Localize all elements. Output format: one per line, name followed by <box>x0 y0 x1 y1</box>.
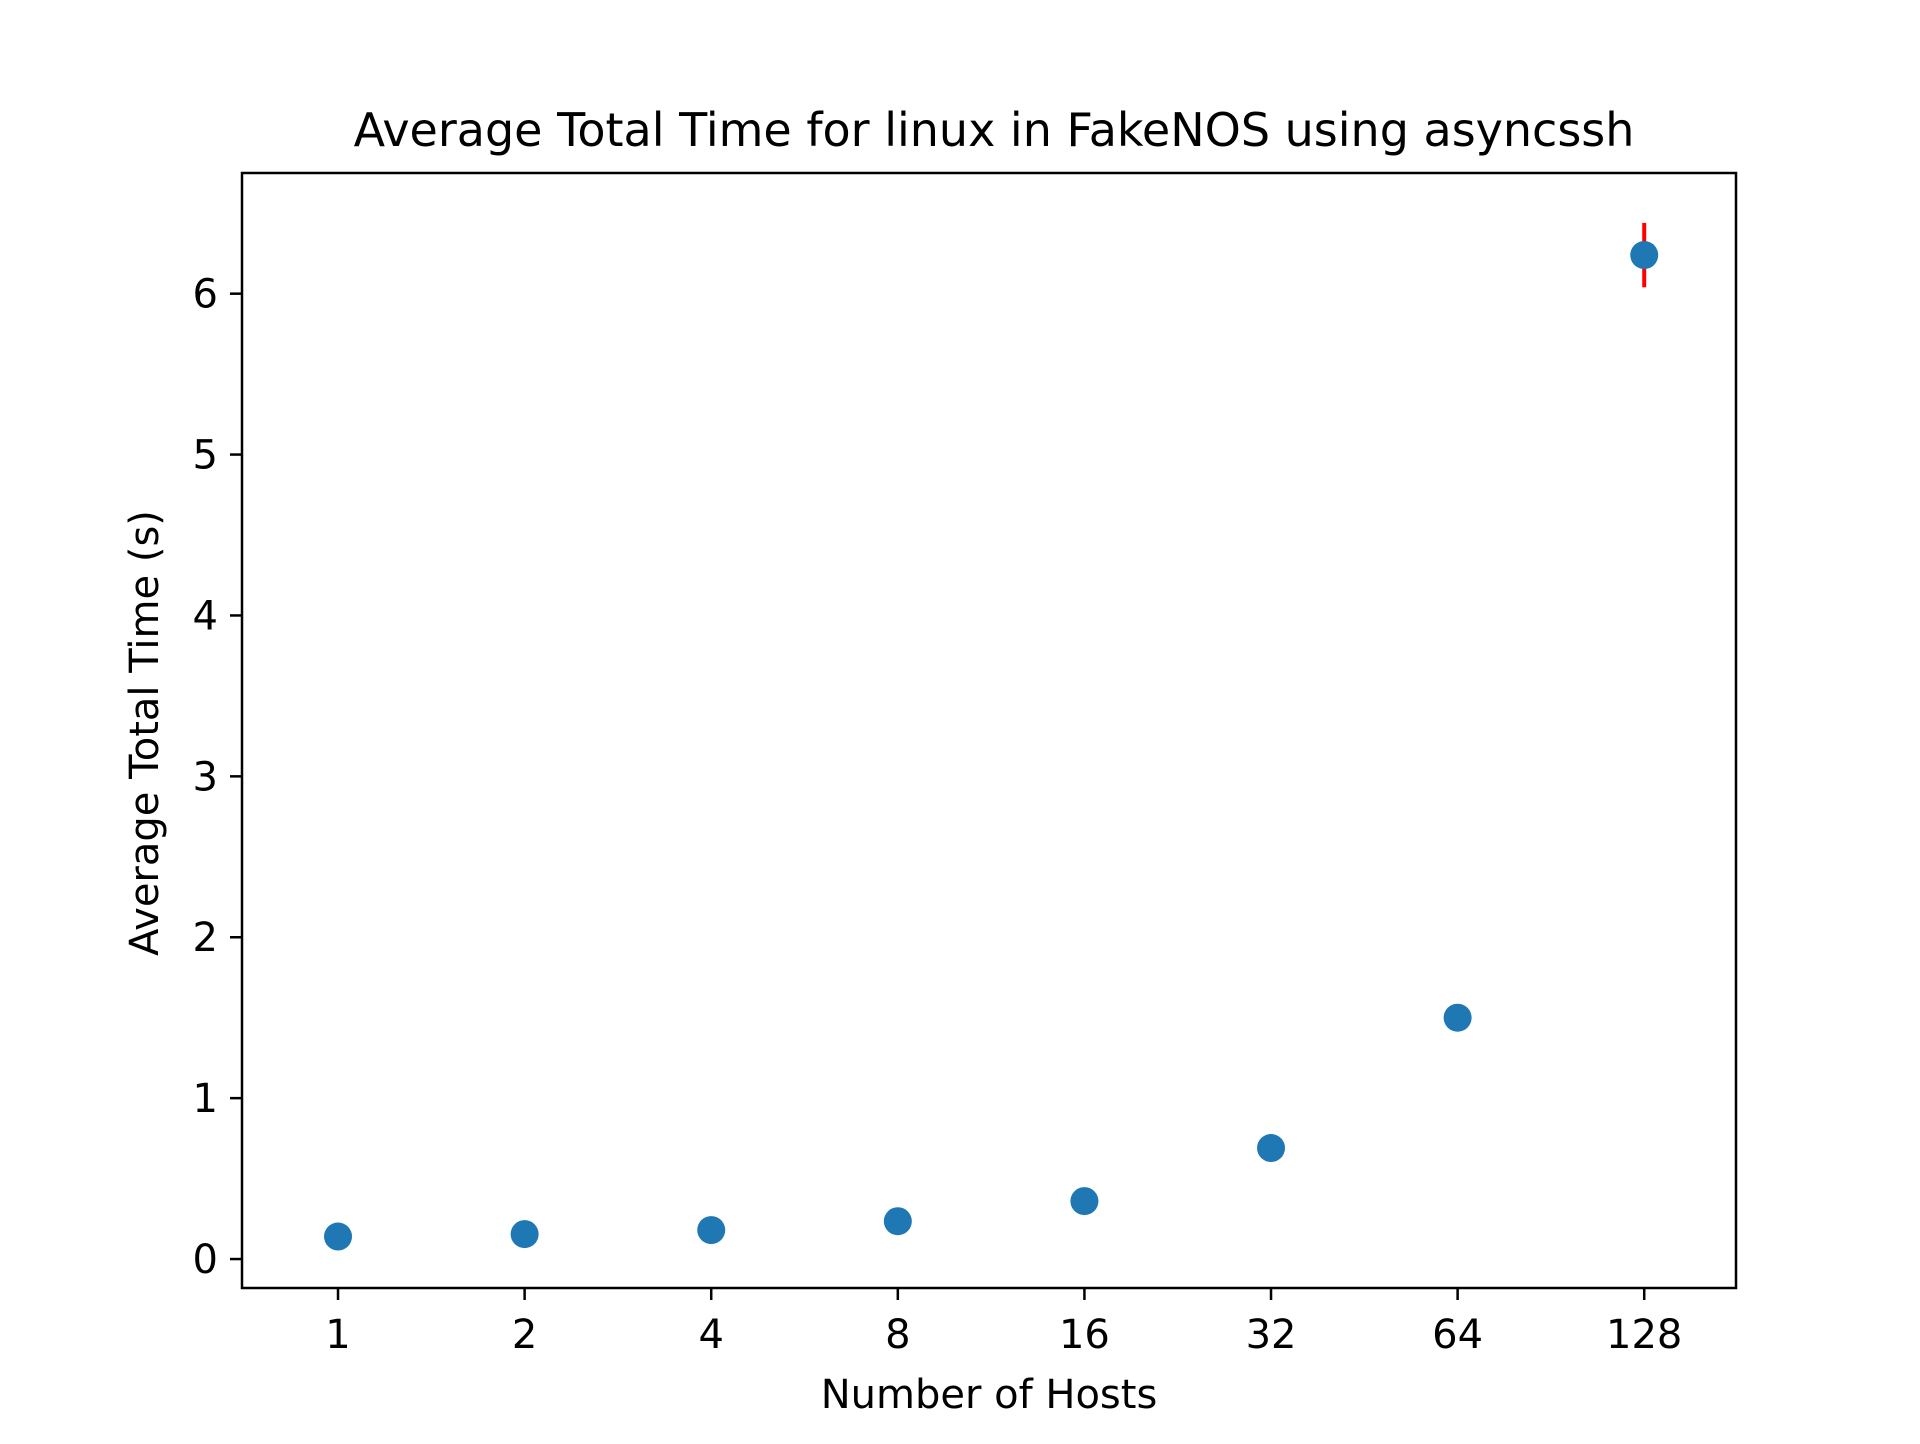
y-tick-label: 1 <box>193 1076 218 1122</box>
y-tick-label: 6 <box>193 272 218 318</box>
y-tick-label: 5 <box>193 433 218 479</box>
plot-area <box>324 222 1659 1251</box>
x-tick-label: 128 <box>1606 1312 1682 1358</box>
data-point <box>1070 1187 1099 1216</box>
y-axis: 0 1 2 3 4 5 6 <box>193 272 242 1283</box>
data-point <box>697 1216 726 1245</box>
data-point <box>883 1207 912 1236</box>
data-point <box>1630 241 1659 270</box>
y-tick-label: 3 <box>193 754 218 800</box>
x-tick-label: 16 <box>1059 1312 1110 1358</box>
y-tick-label: 0 <box>193 1237 218 1283</box>
data-point <box>1443 1003 1472 1032</box>
plot-frame <box>240 171 1738 1290</box>
x-tick-label: 4 <box>698 1312 723 1358</box>
x-axis-label: Number of Hosts <box>821 1372 1158 1418</box>
y-tick-label: 4 <box>193 593 218 639</box>
chart-title: Average Total Time for linux in FakeNOS … <box>354 103 1635 157</box>
data-point <box>1257 1134 1286 1163</box>
data-point <box>510 1220 539 1249</box>
x-tick-label: 8 <box>885 1312 910 1358</box>
y-axis-label: Average Total Time (s) <box>122 510 168 956</box>
data-point <box>324 1222 353 1251</box>
x-tick-label: 2 <box>512 1312 537 1358</box>
x-axis: 1 2 4 8 16 32 64 128 <box>325 1288 1682 1358</box>
x-tick-label: 1 <box>325 1312 350 1358</box>
x-tick-label: 64 <box>1432 1312 1483 1358</box>
x-tick-label: 32 <box>1246 1312 1297 1358</box>
y-tick-label: 2 <box>193 915 218 961</box>
